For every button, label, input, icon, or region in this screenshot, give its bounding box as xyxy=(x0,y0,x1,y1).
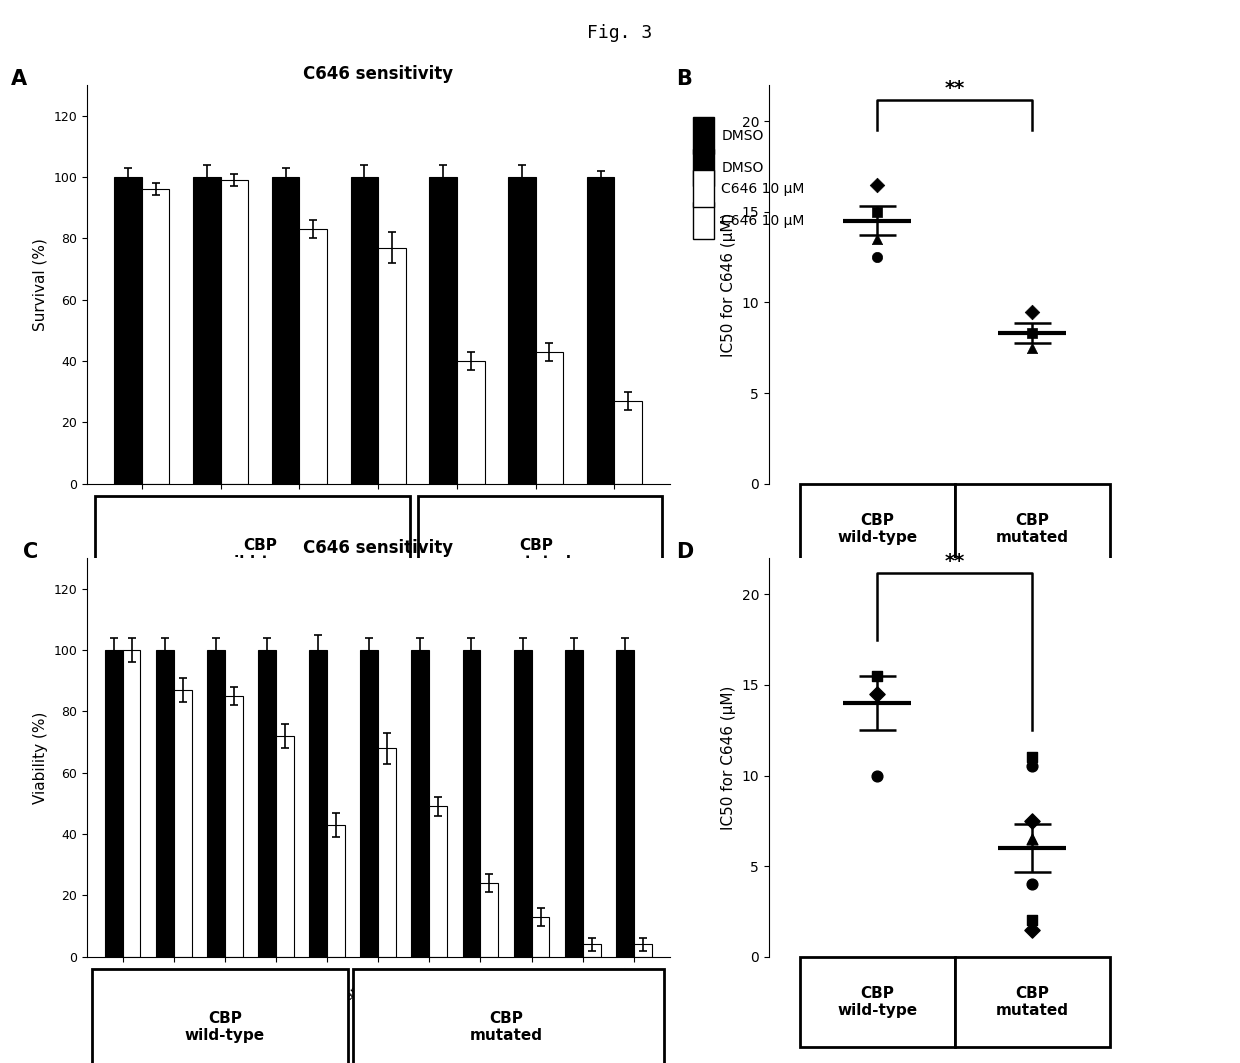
Bar xyxy=(114,178,141,484)
Bar xyxy=(174,690,192,957)
Bar xyxy=(193,178,221,484)
Text: Fig. 3: Fig. 3 xyxy=(588,24,652,43)
Y-axis label: IC50 for C646 (μM): IC50 for C646 (μM) xyxy=(720,686,735,829)
Bar xyxy=(351,178,378,484)
Bar xyxy=(378,748,396,957)
Bar xyxy=(92,969,347,1063)
Bar xyxy=(955,957,1110,1047)
Text: **: ** xyxy=(945,552,965,571)
Point xyxy=(868,686,888,703)
Bar xyxy=(123,651,140,957)
Bar xyxy=(378,248,405,484)
Bar xyxy=(955,484,1110,574)
Bar xyxy=(207,651,224,957)
Bar xyxy=(458,361,485,484)
Bar xyxy=(616,651,634,957)
Point xyxy=(868,231,888,248)
Bar xyxy=(480,883,498,957)
Text: CBP
mutated: CBP mutated xyxy=(470,1011,543,1044)
Text: CBP
mutated: CBP mutated xyxy=(996,512,1069,545)
Bar xyxy=(463,651,480,957)
Y-axis label: Survival (%): Survival (%) xyxy=(32,238,47,331)
Bar xyxy=(536,352,563,484)
Y-axis label: IC50 for C646 (μM): IC50 for C646 (μM) xyxy=(720,213,735,356)
Point xyxy=(1022,876,1042,893)
Point xyxy=(868,176,888,193)
Bar xyxy=(141,189,170,484)
Text: CBP
wild-type: CBP wild-type xyxy=(219,538,300,571)
Bar xyxy=(224,696,243,957)
Text: A: A xyxy=(11,69,27,89)
Point xyxy=(1022,921,1042,938)
Text: C: C xyxy=(22,542,38,562)
Bar xyxy=(412,651,429,957)
Text: DMSO: DMSO xyxy=(722,129,764,144)
Text: DMSO: DMSO xyxy=(722,161,764,175)
Text: CBP
mutated: CBP mutated xyxy=(996,985,1069,1018)
Bar xyxy=(94,496,409,612)
Point xyxy=(1022,748,1042,765)
Text: CBP
wild-type: CBP wild-type xyxy=(185,1011,265,1044)
Bar xyxy=(508,178,536,484)
Bar xyxy=(532,916,549,957)
Point xyxy=(868,767,888,784)
Title: C646 sensitivity: C646 sensitivity xyxy=(303,66,454,84)
Bar xyxy=(221,180,248,484)
Point xyxy=(1022,812,1042,829)
Bar xyxy=(693,170,714,207)
Text: CBP
wild-type: CBP wild-type xyxy=(837,985,918,1018)
Bar xyxy=(104,651,123,957)
Text: CBP
mutated: CBP mutated xyxy=(500,538,572,571)
Bar xyxy=(309,651,327,957)
Point xyxy=(1022,325,1042,342)
Bar xyxy=(352,969,665,1063)
Bar xyxy=(418,496,662,612)
Bar xyxy=(277,736,294,957)
Text: C646 10 μM: C646 10 μM xyxy=(722,214,805,229)
Bar xyxy=(693,202,714,239)
Bar xyxy=(800,957,955,1047)
Bar xyxy=(513,651,532,957)
Bar xyxy=(299,230,327,484)
Point xyxy=(1022,303,1042,320)
Bar xyxy=(587,178,615,484)
Bar xyxy=(800,484,955,574)
Bar xyxy=(615,401,642,484)
Point xyxy=(868,249,888,266)
Point xyxy=(1022,830,1042,847)
Point xyxy=(1022,758,1042,775)
Bar xyxy=(258,651,277,957)
Bar xyxy=(583,944,600,957)
Bar xyxy=(272,178,299,484)
Point xyxy=(868,203,888,220)
Bar xyxy=(564,651,583,957)
Bar xyxy=(429,178,458,484)
Text: CBP
wild-type: CBP wild-type xyxy=(837,512,918,545)
Bar xyxy=(693,117,714,154)
Bar xyxy=(361,651,378,957)
Title: C646 sensitivity: C646 sensitivity xyxy=(303,539,454,557)
Text: B: B xyxy=(676,69,692,89)
Bar xyxy=(634,944,652,957)
Bar xyxy=(693,149,714,186)
Bar xyxy=(156,651,174,957)
Text: D: D xyxy=(676,542,693,562)
Bar xyxy=(429,807,448,957)
Text: **: ** xyxy=(945,79,965,98)
Point xyxy=(1022,912,1042,929)
Point xyxy=(1022,339,1042,356)
Text: C646 10 μM: C646 10 μM xyxy=(722,182,805,197)
Y-axis label: Viability (%): Viability (%) xyxy=(32,711,47,804)
Point xyxy=(868,668,888,685)
Bar xyxy=(327,825,345,957)
